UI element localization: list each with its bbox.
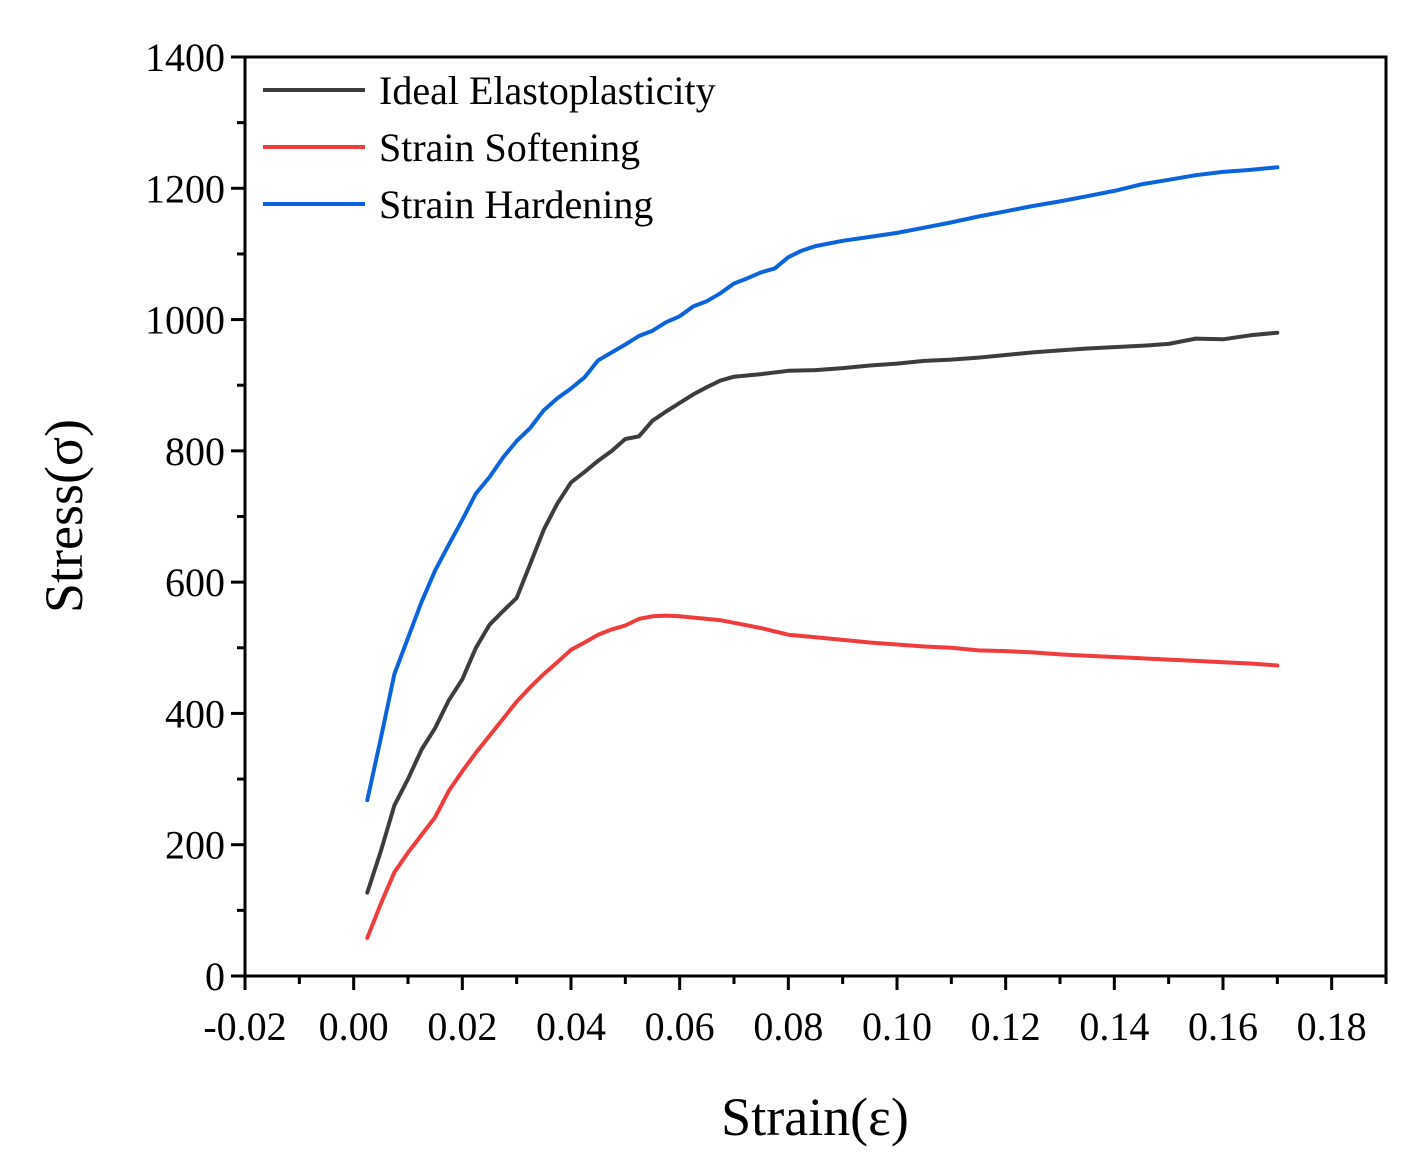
legend: Ideal Elastoplasticity Strain Softening St… bbox=[263, 68, 716, 227]
x-tick-label: 0.06 bbox=[645, 1004, 715, 1049]
series-line-strain-hardening bbox=[365, 165, 1280, 803]
y-axis: 0 200 400 600 800 1000 1200 1400 bbox=[145, 35, 245, 999]
legend-label-strain-softening: Strain Softening bbox=[379, 125, 640, 170]
y-tick-label: 0 bbox=[205, 954, 225, 999]
y-tick-label: 1400 bbox=[145, 35, 225, 80]
x-tick-label: 0.10 bbox=[862, 1004, 932, 1049]
x-axis-title: Strain(ε) bbox=[721, 1087, 909, 1147]
y-tick-label: 600 bbox=[165, 560, 225, 605]
x-tick-label: 0.18 bbox=[1297, 1004, 1367, 1049]
y-tick-label: 200 bbox=[165, 823, 225, 868]
x-tick-label: 0.00 bbox=[319, 1004, 389, 1049]
legend-label-ideal-elastoplasticity: Ideal Elastoplasticity bbox=[379, 68, 716, 113]
y-tick-label: 400 bbox=[165, 691, 225, 736]
y-axis-title: Stress(σ) bbox=[34, 419, 94, 613]
y-tick-label: 800 bbox=[165, 429, 225, 474]
legend-label-strain-hardening: Strain Hardening bbox=[379, 182, 653, 227]
series-line-strain-softening bbox=[365, 613, 1280, 940]
x-tick-label: 0.14 bbox=[1079, 1004, 1149, 1049]
x-tick-label: 0.02 bbox=[427, 1004, 497, 1049]
y-tick-label: 1000 bbox=[145, 298, 225, 343]
x-tick-label: -0.02 bbox=[203, 1004, 286, 1049]
x-tick-label: 0.08 bbox=[753, 1004, 823, 1049]
x-tick-label: 0.04 bbox=[536, 1004, 606, 1049]
series-line-ideal-elastoplasticity bbox=[365, 330, 1280, 895]
y-tick-label: 1200 bbox=[145, 166, 225, 211]
x-axis: -0.02 0.00 0.02 0.04 0.06 0.08 0.10 0.12 0.14 0.1… bbox=[203, 976, 1388, 1049]
x-tick-label: 0.12 bbox=[971, 1004, 1041, 1049]
x-tick-label: 0.16 bbox=[1188, 1004, 1258, 1049]
series-layer bbox=[365, 165, 1280, 940]
